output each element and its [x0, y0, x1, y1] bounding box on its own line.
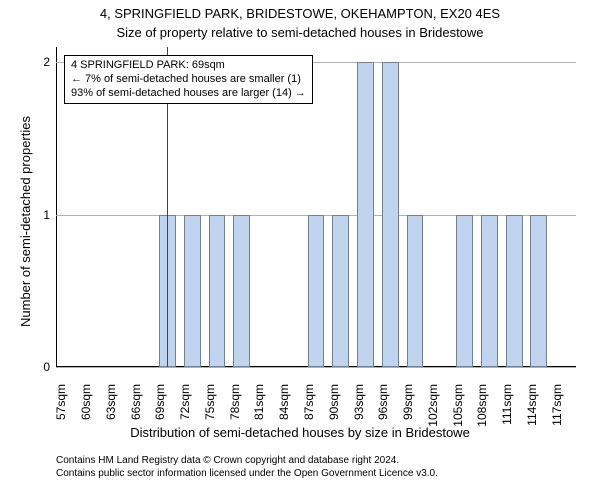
x-tick-label: 57sqm	[54, 384, 68, 434]
x-tick-label: 75sqm	[203, 384, 217, 434]
histogram-bar	[308, 215, 325, 367]
histogram-bar	[382, 62, 399, 367]
x-tick-label: 78sqm	[228, 384, 242, 434]
x-tick-label: 93sqm	[352, 384, 366, 434]
x-tick-label: 111sqm	[500, 384, 514, 434]
x-tick-label: 90sqm	[327, 384, 341, 434]
x-tick-label: 96sqm	[376, 384, 390, 434]
histogram-bar	[407, 215, 424, 367]
x-tick-label: 117sqm	[550, 384, 564, 434]
info-box-line-1: 4 SPRINGFIELD PARK: 69sqm	[71, 59, 306, 73]
histogram-bar	[332, 215, 349, 367]
x-tick-label: 87sqm	[302, 384, 316, 434]
histogram-bar	[506, 215, 523, 367]
x-tick-label: 105sqm	[451, 384, 465, 434]
x-tick-label: 81sqm	[252, 384, 266, 434]
x-tick-label: 108sqm	[475, 384, 489, 434]
histogram-bar	[233, 215, 250, 367]
info-box-line-3: 93% of semi-detached houses are larger (…	[71, 87, 306, 101]
x-tick-label: 66sqm	[129, 384, 143, 434]
histogram-bar	[530, 215, 547, 367]
histogram-bar	[209, 215, 226, 367]
histogram-bar	[456, 215, 473, 367]
info-box: 4 SPRINGFIELD PARK: 69sqm← 7% of semi-de…	[64, 55, 313, 104]
chart-title-address: 4, SPRINGFIELD PARK, BRIDESTOWE, OKEHAMP…	[0, 6, 600, 21]
footer-line-2: Contains public sector information licen…	[56, 468, 438, 481]
figure-root: 4, SPRINGFIELD PARK, BRIDESTOWE, OKEHAMP…	[0, 0, 600, 500]
x-tick-label: 69sqm	[153, 384, 167, 434]
footer-line-1: Contains HM Land Registry data © Crown c…	[56, 455, 438, 468]
plot-area: 4 SPRINGFIELD PARK: 69sqm← 7% of semi-de…	[56, 47, 576, 367]
histogram-bar	[184, 215, 201, 367]
info-box-line-2: ← 7% of semi-detached houses are smaller…	[71, 73, 306, 87]
x-tick-label: 114sqm	[525, 384, 539, 434]
y-tick-label: 1	[34, 208, 50, 222]
y-tick-label: 2	[34, 55, 50, 69]
chart-title-description: Size of property relative to semi-detach…	[0, 25, 600, 40]
x-tick-label: 102sqm	[426, 384, 440, 434]
gridline	[56, 367, 576, 368]
x-tick-label: 84sqm	[277, 384, 291, 434]
y-axis-label: Number of semi-detached properties	[18, 116, 33, 327]
y-tick-label: 0	[34, 360, 50, 374]
footer-text: Contains HM Land Registry data © Crown c…	[56, 455, 438, 480]
x-tick-label: 60sqm	[79, 384, 93, 434]
x-tick-label: 63sqm	[104, 384, 118, 434]
histogram-bar	[481, 215, 498, 367]
x-tick-label: 99sqm	[401, 384, 415, 434]
x-tick-label: 72sqm	[178, 384, 192, 434]
histogram-bar	[357, 62, 374, 367]
